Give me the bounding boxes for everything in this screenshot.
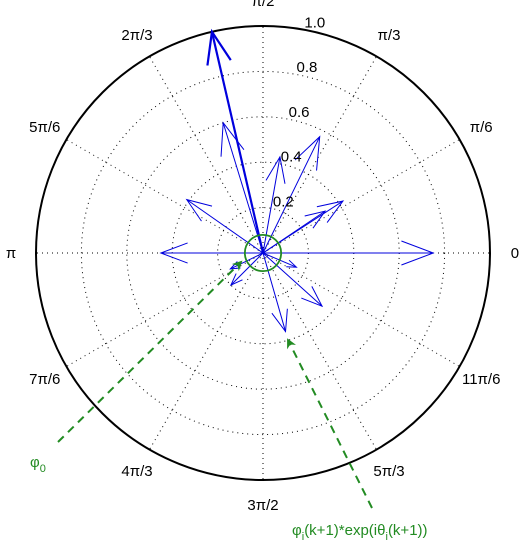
radial-tick-label: 0.6 [289, 104, 310, 121]
phi0-label: φ0 [30, 454, 46, 475]
angle-label: π/6 [470, 119, 493, 136]
vector-arrow [262, 252, 324, 308]
spoke-300 [262, 252, 377, 450]
radial-tick-label: 0.4 [281, 149, 302, 166]
vector-arrow [229, 252, 264, 287]
angle-label: 11π/6 [462, 371, 500, 388]
angle-label: 5π/6 [29, 119, 60, 136]
vector-arrow [262, 155, 286, 254]
tick-labels: 0.2 0.4 0.6 0.8 1.0 0 π/6 π/3 π/2 2π/3 5π/6 π 7π/6 4π… [6, 0, 519, 514]
radial-tick-label: 0.8 [297, 59, 318, 76]
phi0-arrow-line [57, 260, 243, 443]
vector-arrow [263, 240, 435, 266]
spoke-240 [149, 252, 264, 450]
angle-label: 5π/3 [373, 463, 404, 480]
angle-label: 0 [511, 245, 519, 262]
outer-circle [35, 25, 491, 481]
polar-frame [35, 25, 491, 481]
angle-label: 7π/6 [29, 371, 60, 388]
vector-series [159, 28, 435, 333]
phi-exp-arrow-line [287, 338, 373, 509]
vector-arrow [159, 242, 263, 264]
phi0-circle [243, 233, 283, 273]
annotations: φ0 φi(k+1)*exp(iθi(k+1)) [30, 260, 428, 543]
vector-arrow [185, 198, 264, 254]
radial-tick-label: 0.2 [273, 193, 294, 210]
phi-exp-label: φi(k+1)*exp(iθi(k+1)) [292, 522, 428, 543]
angle-label: π [6, 245, 16, 262]
spoke-330 [262, 252, 460, 367]
radial-tick-label: 1.0 [304, 14, 325, 31]
grid-ring [80, 70, 446, 436]
vector-arrow [262, 135, 321, 254]
angle-label: 2π/3 [121, 27, 152, 44]
vector-arrow [262, 210, 327, 254]
vector-arrow [220, 121, 264, 254]
vector-arrow [262, 252, 288, 333]
vector-arrow [206, 28, 265, 254]
angle-label: 3π/2 [247, 497, 278, 514]
angle-label: π/2 [252, 0, 275, 10]
spoke-120 [149, 56, 264, 254]
angle-label: 4π/3 [121, 463, 152, 480]
angle-label: π/3 [378, 27, 401, 44]
